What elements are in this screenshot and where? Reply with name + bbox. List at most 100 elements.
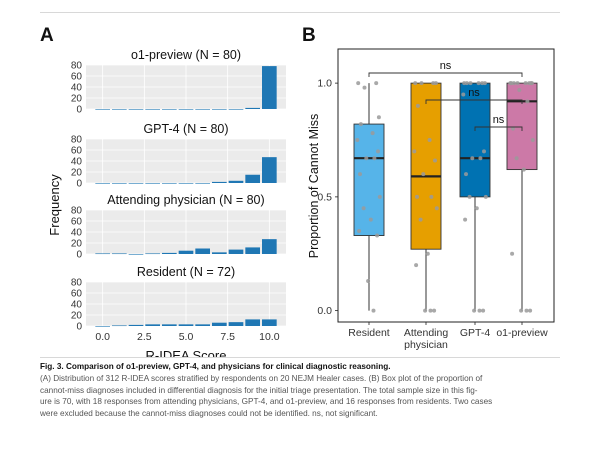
histogram-bar [145,109,160,110]
data-point [427,138,432,142]
data-point [419,81,424,86]
data-point [372,156,377,161]
x-tick-label: Resident [348,327,390,339]
y-tick-label: 40 [71,157,83,168]
data-point [464,81,469,86]
data-point [376,115,381,120]
data-point [468,81,473,86]
data-point [461,92,466,97]
histogram-bar [128,324,144,326]
data-point [377,194,382,199]
y-tick-label: 40 [71,228,83,239]
x-tick-label: Attending [404,327,449,339]
y-tick-label: 20 [71,239,83,250]
panel-b-letter: B [302,25,316,46]
data-point [418,217,423,222]
y-tick-label: 60 [71,289,83,300]
histogram-bar [112,183,127,184]
caption-line: (A) Distribution of 312 R-IDEA scores st… [40,373,483,383]
data-point [434,206,439,211]
histogram-bar [162,252,177,254]
data-point [364,156,369,161]
data-point [508,81,513,86]
y-tick-label: 40 [71,300,83,311]
histogram-bar [195,248,210,254]
data-point [361,206,366,211]
data-point [521,167,526,172]
data-point [429,194,434,199]
significance-label: ns [493,114,505,126]
y-tick-label: 0.5 [317,191,332,203]
y-axis-label: Frequency [47,174,62,236]
y-tick-label: 1.0 [317,78,332,90]
data-point [511,81,516,86]
significance-bracket [474,126,523,131]
histogram-bar [95,326,110,327]
data-point [414,263,419,268]
x-tick-label: 0.0 [95,331,110,343]
box-iqr [459,82,491,198]
histogram-bar [112,109,127,110]
data-point [523,81,528,86]
histogram-bar [228,322,244,326]
box-iqr [353,123,385,236]
data-point [482,149,486,154]
y-tick-label: 60 [71,72,83,83]
histogram-bar [195,183,210,184]
data-point [477,308,482,313]
data-point [415,103,420,108]
histogram-bar [245,107,260,109]
data-point [357,229,362,233]
facet-title: GPT-4 (N = 80) [143,122,228,136]
y-tick-label: 20 [71,311,83,322]
data-point [421,172,426,177]
histogram-bar [95,183,110,184]
data-point [529,81,533,86]
y-tick-label: 80 [71,278,83,289]
x-tick-label: GPT-4 [460,327,491,339]
data-point [412,149,417,154]
x-tick-label: o1-preview [496,327,548,339]
data-point [376,149,380,154]
y-tick-label: 0 [76,105,82,116]
y-tick-label: 20 [71,168,83,179]
data-point [366,279,371,284]
data-point [519,308,524,313]
box-iqr [506,82,538,171]
data-point [358,122,363,127]
top-rule [40,12,560,13]
histogram-bar [178,250,194,254]
histogram-bar [228,249,244,254]
histogram-bar [212,322,227,326]
significance-label: ns [468,87,480,99]
data-point [433,158,437,163]
x-tick-label: physician [404,339,448,351]
y-axis-label: Proportion of Cannot Miss [307,114,321,259]
data-point [355,138,360,142]
data-point [423,308,428,313]
histogram-bar [145,324,160,326]
caption-title: Comparison of o1-preview, GPT-4, and phy… [65,362,391,371]
data-point [425,251,430,256]
data-point [415,194,419,199]
histogram-bar [145,183,160,184]
facet-title: Resident (N = 72) [137,265,235,279]
data-point [482,81,487,86]
histogram-bar [178,183,194,184]
data-point [358,172,362,177]
histogram-bar [112,325,127,327]
histogram-bar [195,324,210,326]
data-point [374,81,379,86]
histogram-bar [178,324,194,326]
data-point [464,172,468,177]
data-point [511,126,515,131]
histogram-bar [212,181,227,183]
data-point [524,308,529,313]
caption-rule [40,357,560,358]
facet-title: Attending physician (N = 80) [107,193,264,207]
data-point [483,194,488,199]
data-point [371,308,376,313]
data-point [525,99,530,104]
data-point [514,156,519,161]
histogram-bar [245,247,260,254]
